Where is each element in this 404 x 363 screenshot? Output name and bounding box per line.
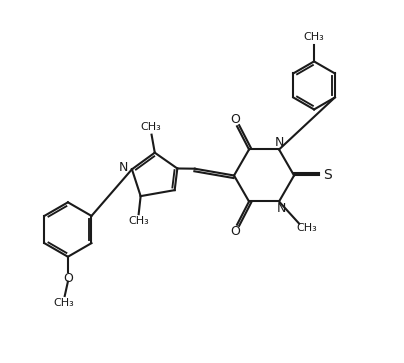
Text: S: S — [323, 168, 332, 183]
Text: N: N — [119, 161, 128, 174]
Text: N: N — [274, 136, 284, 149]
Text: CH₃: CH₃ — [54, 298, 74, 308]
Text: O: O — [230, 225, 240, 238]
Text: CH₃: CH₃ — [304, 32, 324, 42]
Text: CH₃: CH₃ — [296, 223, 317, 233]
Text: O: O — [63, 272, 73, 285]
Text: CH₃: CH₃ — [141, 122, 161, 132]
Text: CH₃: CH₃ — [128, 216, 149, 227]
Text: N: N — [276, 202, 286, 215]
Text: O: O — [230, 113, 240, 126]
